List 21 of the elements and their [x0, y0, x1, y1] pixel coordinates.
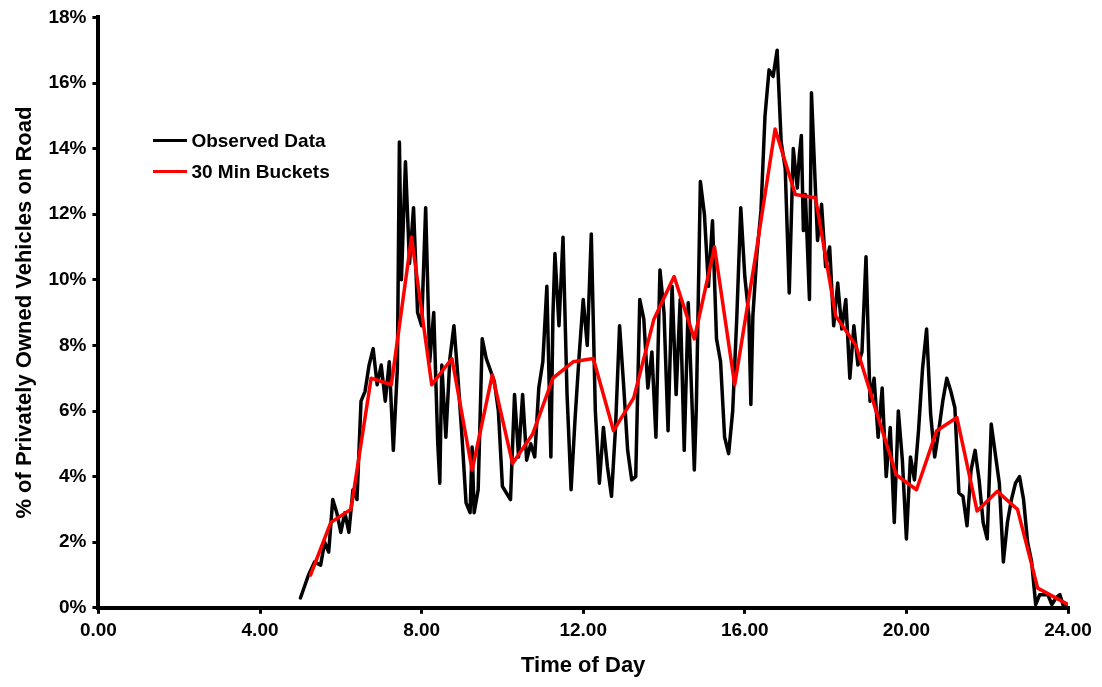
y-tick-label: 18% — [48, 5, 87, 27]
y-tick-label: 2% — [58, 530, 87, 552]
x-tick-label: 4.00 — [241, 619, 279, 641]
x-tick-label: 8.00 — [403, 619, 441, 641]
y-tick-label: 6% — [58, 399, 87, 421]
y-axis-title: % of Privately Owned Vehicles on Road — [11, 106, 37, 519]
x-axis-title: Time of Day — [521, 651, 647, 677]
y-tick-label: 16% — [48, 71, 87, 93]
y-tick-label: 8% — [58, 333, 87, 355]
y-tick-label: 12% — [48, 202, 87, 224]
y-tick-label: 0% — [58, 596, 87, 618]
y-tick-label: 4% — [58, 464, 87, 486]
x-tick-label: 24.00 — [1044, 619, 1092, 641]
legend-label: 30 Min Buckets — [191, 160, 330, 183]
x-tick-label: 0.00 — [79, 619, 117, 641]
legend-label: Observed Data — [191, 129, 326, 152]
x-tick-label: 20.00 — [882, 619, 931, 641]
x-tick-label: 16.00 — [721, 619, 769, 641]
y-tick-label: 10% — [48, 268, 87, 290]
x-tick-label: 12.00 — [559, 619, 607, 641]
y-tick-label: 14% — [48, 136, 87, 158]
